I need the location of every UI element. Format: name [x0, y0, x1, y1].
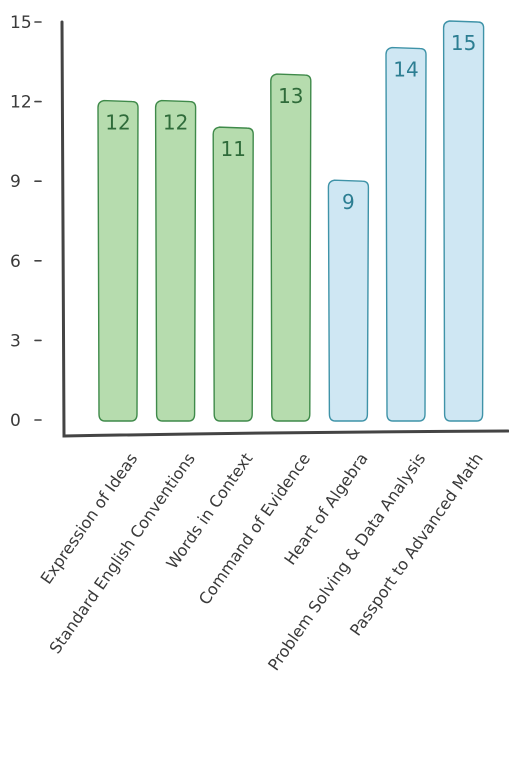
bar-value-label: 13: [278, 84, 303, 108]
bar-6: [385, 46, 427, 422]
y-tick-label: 3: [10, 331, 21, 351]
bar-3: [212, 126, 254, 422]
bar-value-label: 12: [105, 111, 130, 135]
y-tick-label: 0: [10, 411, 21, 431]
bar-value-label: 12: [163, 111, 188, 135]
x-category-label: Command of Evidence: [195, 449, 314, 608]
bar-value-label: 14: [393, 58, 418, 82]
bars: [97, 20, 485, 422]
y-axis-ticks: 0 3 6 9 12 15: [10, 13, 42, 431]
bar-4: [270, 73, 312, 422]
bar-5: [327, 179, 370, 422]
bar-value-label: 11: [220, 137, 245, 161]
bar-value-label: 9: [342, 190, 355, 214]
bar-7: [442, 20, 485, 422]
y-tick-label: 12: [10, 93, 32, 113]
bar-2: [154, 99, 197, 422]
y-tick-label: 9: [10, 172, 21, 192]
chart-axes: [60, 20, 509, 438]
y-tick-label: 15: [10, 13, 32, 33]
x-category-label: Expression of Ideas: [37, 449, 142, 587]
y-tick-label: 6: [10, 252, 21, 272]
bar-value-label: 15: [451, 31, 476, 55]
bar-1: [97, 99, 139, 422]
value-labels: 12 12 11 13 9 14 15: [105, 31, 476, 214]
